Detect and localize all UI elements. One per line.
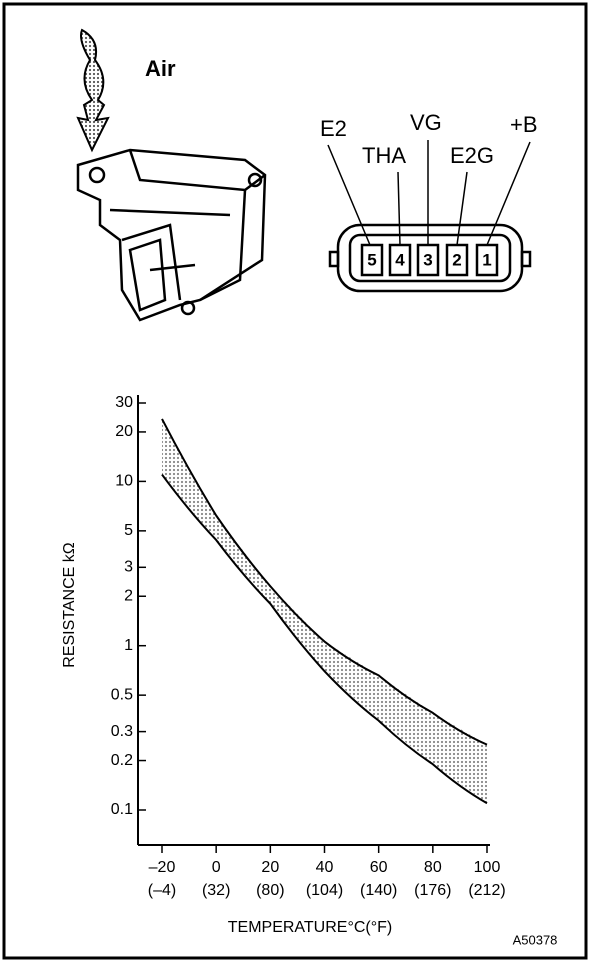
y-tick-label: 1 <box>124 637 133 654</box>
pin-number: 2 <box>452 250 461 269</box>
frame <box>2 2 588 960</box>
x-tick-label: 100 <box>474 859 501 876</box>
x-tick-label: 80 <box>424 859 442 876</box>
x-tick-sublabel: (–4) <box>148 882 176 899</box>
connector-label: E2 <box>320 116 347 141</box>
pin-number: 5 <box>367 250 376 269</box>
x-tick-sublabel: (32) <box>202 882 230 899</box>
y-tick-label: 5 <box>124 522 133 539</box>
y-tick-label: 3 <box>124 559 133 576</box>
y-tick-label: 2 <box>124 587 133 604</box>
y-tick-label: 30 <box>115 394 133 411</box>
y-tick-label: 10 <box>115 473 133 490</box>
sensor-illustration <box>76 148 267 322</box>
connector-label: THA <box>362 143 406 168</box>
y-tick-label: 0.5 <box>111 686 133 703</box>
connector-label: VG <box>410 110 442 135</box>
x-tick-label: –20 <box>149 859 176 876</box>
x-axis-label: TEMPERATURE°C(°F) <box>228 919 393 936</box>
figure-code: A50378 <box>513 932 558 947</box>
y-axis-label: RESISTANCE kΩ <box>61 542 78 668</box>
x-tick-sublabel: (212) <box>468 882 505 899</box>
y-tick-label: 20 <box>115 423 133 440</box>
x-tick-sublabel: (176) <box>414 882 451 899</box>
pin-number: 3 <box>423 250 432 269</box>
y-tick-label: 0.1 <box>111 801 133 818</box>
x-tick-sublabel: (104) <box>306 882 343 899</box>
connector-label: +B <box>510 112 538 137</box>
resistance-curve <box>161 473 488 805</box>
pin-number: 1 <box>482 250 491 269</box>
x-tick-label: 0 <box>212 859 221 876</box>
x-tick-sublabel: (140) <box>360 882 397 899</box>
x-tick-label: 40 <box>316 859 334 876</box>
air-label: Air <box>145 56 176 81</box>
y-tick-label: 0.2 <box>111 752 133 769</box>
y-tick-label: 0.3 <box>111 723 133 740</box>
connector <box>327 140 532 293</box>
resistance-curve <box>161 418 488 746</box>
connector-label: E2G <box>450 143 494 168</box>
tolerance-band <box>162 418 487 804</box>
air-arrow <box>76 28 110 153</box>
pin-number: 4 <box>395 250 405 269</box>
x-tick-sublabel: (80) <box>256 882 284 899</box>
x-tick-label: 60 <box>370 859 388 876</box>
x-tick-label: 20 <box>261 859 279 876</box>
